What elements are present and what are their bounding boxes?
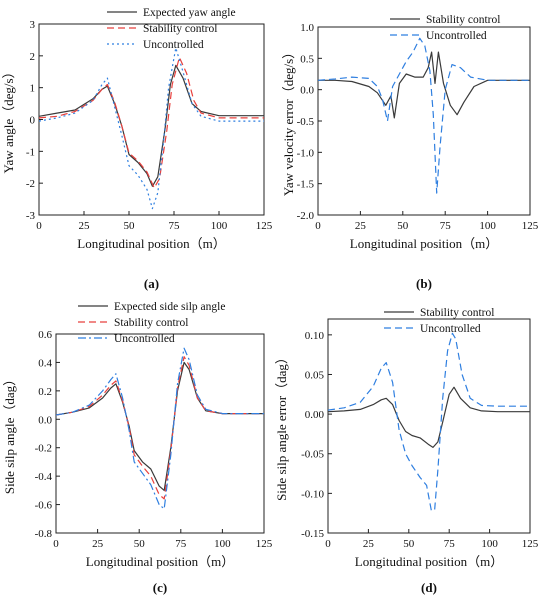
legend-entry: Stability control — [143, 23, 217, 35]
x-axis-label: Longitudinal position（m） — [77, 236, 225, 251]
y-axis-label: Yaw angle（deg/s） — [1, 65, 16, 173]
panel-label: (a) — [144, 276, 159, 291]
y-tick-label: 0.5 — [300, 53, 314, 65]
y-tick-label: -0.5 — [297, 116, 315, 128]
y-tick-label: -0.15 — [301, 528, 324, 540]
legend-entry: Uncontrolled — [143, 39, 204, 51]
series-line — [39, 56, 264, 189]
x-axis-label: Longitudinal position（m） — [350, 236, 498, 251]
x-tick-label: 50 — [397, 220, 409, 232]
x-tick-label: 125 — [522, 538, 539, 550]
legend-entry: Uncontrolled — [420, 323, 481, 335]
legend-entry: Expected side silp angle — [114, 301, 225, 313]
y-tick-label: -1.0 — [297, 147, 315, 159]
legend: Stability control Uncontrolled — [390, 14, 500, 42]
y-axis-label: Side silp angle（dag） — [2, 373, 17, 494]
x-tick-label: 0 — [36, 220, 42, 232]
y-tick-label: -0.05 — [301, 449, 324, 461]
y-tick-label: 0.4 — [38, 357, 52, 369]
y-tick-label: 0.05 — [305, 369, 325, 381]
legend-entry: Stability control — [114, 317, 188, 329]
x-tick-label: 25 — [363, 538, 375, 550]
x-axis-label: Longitudinal position（m） — [355, 554, 503, 569]
y-tick-label: -0.6 — [35, 500, 53, 512]
y-tick-label: 0.10 — [305, 330, 325, 342]
series-line — [56, 356, 264, 500]
x-tick-label: 75 — [175, 538, 187, 550]
y-tick-label: -1.5 — [297, 179, 315, 191]
legend-entry: Stability control — [426, 14, 500, 26]
x-tick-label: 75 — [169, 220, 181, 232]
x-tick-label: 50 — [134, 538, 146, 550]
series-line — [39, 47, 264, 210]
y-axis-label: Side silp angle error（dag） — [274, 351, 289, 501]
plot-frame — [38, 23, 265, 216]
legend: Expected yaw angle Stability control Uncon… — [107, 7, 236, 51]
panel-label: (b) — [416, 276, 432, 291]
x-tick-label: 25 — [79, 220, 91, 232]
y-tick-label: 1 — [30, 83, 36, 95]
y-tick-label: 0.0 — [300, 85, 314, 97]
legend-entry: Uncontrolled — [426, 30, 487, 42]
chart-panel: 0 25 50 75 100 125 -0.8 -0.6 -0.4 -0.2 0.0 0.2 0.4 0.… — [2, 301, 273, 595]
y-tick-label: -0.10 — [301, 488, 324, 500]
x-tick-label: 0 — [315, 220, 321, 232]
y-tick-label: 0.00 — [305, 409, 325, 421]
series-line — [328, 386, 530, 448]
chart-panel: 0 25 50 75 100 125 -2.0 -1.5 -1.0 -0.5 0.0 0.5 1.0 Lo… — [281, 14, 539, 291]
legend-entry: Expected yaw angle — [143, 7, 236, 19]
x-tick-label: 75 — [440, 220, 452, 232]
y-tick-label: -0.4 — [35, 471, 53, 483]
legend-entry: Uncontrolled — [114, 333, 175, 345]
plot-frame — [55, 333, 265, 534]
y-tick-label: -2.0 — [297, 210, 315, 222]
y-tick-label: 3 — [30, 19, 36, 31]
series-line — [318, 37, 530, 194]
x-tick-label: 100 — [481, 538, 498, 550]
y-tick-label: 0 — [30, 115, 36, 127]
y-tick-label: -0.2 — [35, 443, 52, 455]
y-tick-label: -1 — [26, 146, 35, 158]
x-tick-label: 100 — [214, 538, 231, 550]
x-tick-label: 100 — [479, 220, 496, 232]
y-axis-label: Yaw velocity error（deg/s） — [281, 46, 296, 196]
y-tick-label: -0.8 — [35, 528, 53, 540]
y-tick-label: 0.6 — [38, 329, 52, 341]
legend: Expected side silp angle Stability contro… — [78, 301, 225, 345]
x-tick-label: 100 — [211, 220, 228, 232]
chart-panel: 0 25 50 75 100 125 -0.15 -0.10 -0.05 0.00 0.05 0.10… — [274, 307, 539, 595]
series-line — [318, 51, 530, 119]
y-tick-label: 0.2 — [38, 386, 52, 398]
x-tick-label: 125 — [522, 220, 539, 232]
x-tick-label: 0 — [53, 538, 59, 550]
y-tick-label: 2 — [30, 51, 36, 63]
panel-label: (d) — [421, 580, 437, 595]
legend-entry: Stability control — [420, 307, 494, 319]
y-tick-label: 0.0 — [38, 414, 52, 426]
series-line — [328, 332, 530, 512]
plot-frame — [327, 318, 531, 534]
y-tick-label: -3 — [26, 210, 36, 222]
y-tick-label: -2 — [26, 178, 35, 190]
x-tick-label: 50 — [124, 220, 136, 232]
legend: Stability control Uncontrolled — [384, 307, 494, 335]
x-tick-label: 125 — [256, 220, 273, 232]
panel-label: (c) — [153, 580, 167, 595]
x-axis-label: Longitudinal position（m） — [86, 554, 234, 569]
series-line — [39, 64, 264, 187]
x-tick-label: 50 — [403, 538, 415, 550]
chart-panel: 0 25 50 75 100 125 -3 -2 -1 0 1 2 3 Longitudinal posi… — [1, 7, 273, 291]
series-line — [56, 361, 264, 491]
plot-frame — [317, 26, 531, 216]
x-tick-label: 125 — [256, 538, 273, 550]
y-tick-label: 1.0 — [300, 22, 314, 34]
x-tick-label: 75 — [444, 538, 456, 550]
series-line — [56, 347, 264, 510]
x-tick-label: 25 — [92, 538, 104, 550]
x-tick-label: 25 — [355, 220, 367, 232]
x-tick-label: 0 — [325, 538, 331, 550]
